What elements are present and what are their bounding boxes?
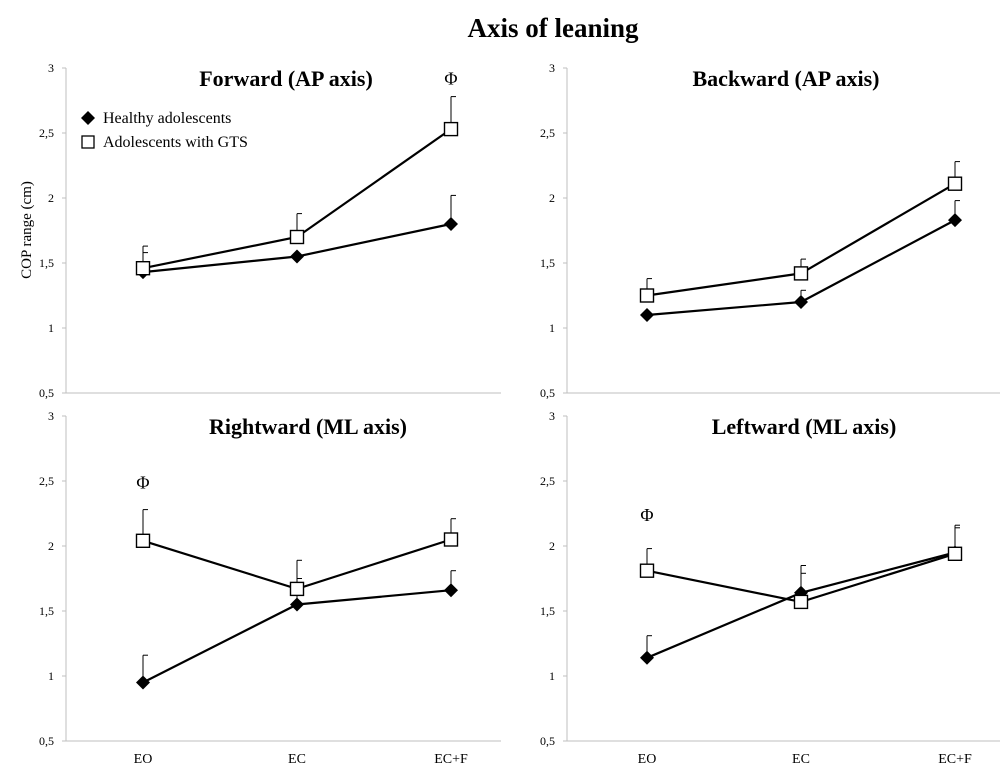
y-tick-label: 0,5 — [540, 734, 555, 748]
data-point-square — [135, 533, 151, 548]
y-tick-label: 3 — [549, 409, 555, 423]
y-tick-label: 3 — [48, 61, 54, 75]
panel-3: Rightward (ML axis) 0,5 1 1,5 2 2,5 3 EO EC EC+F Φ — [39, 409, 501, 767]
y-tick-label: 2 — [549, 191, 555, 205]
significance-marker: Φ — [640, 505, 653, 525]
y-tick-label: 2,5 — [39, 126, 54, 140]
panel-title: Leftward (ML axis) — [712, 414, 897, 439]
x-tick-label: EO — [134, 752, 153, 767]
data-point-square — [639, 288, 655, 303]
panel-1: Forward (AP axis) 0,5 1 1,5 2 2,5 3 Φ — [39, 61, 501, 400]
data-point-square — [947, 546, 963, 561]
y-tick-label: 0,5 — [39, 386, 54, 400]
panel-title: Forward (AP axis) — [199, 66, 373, 91]
figure-title: Axis of leaning — [467, 13, 639, 43]
panel-title: Rightward (ML axis) — [209, 414, 407, 439]
x-tick-label: EC — [792, 752, 810, 767]
panel-4: Leftward (ML axis) 0,5 1 1,5 2 2,5 3 EO EC EC+F Φ — [540, 409, 1000, 767]
y-tick-label: 3 — [549, 61, 555, 75]
legend-label-healthy: Healthy adolescents — [103, 110, 231, 127]
panel-title: Backward (AP axis) — [693, 66, 880, 91]
data-point-square — [639, 563, 655, 578]
data-point-square — [289, 581, 305, 597]
data-point-diamond — [640, 308, 654, 322]
y-tick-label: 3 — [48, 409, 54, 423]
legend-marker-gts — [81, 135, 95, 149]
x-tick-label: EO — [638, 752, 657, 767]
y-tick-label: 1,5 — [39, 256, 54, 270]
legend: Healthy adolescents Adolescents with GTS — [81, 110, 248, 151]
data-point-diamond — [444, 217, 458, 231]
y-tick-label: 2 — [48, 191, 54, 205]
data-point-square — [289, 229, 305, 245]
data-point-square — [135, 261, 151, 276]
panels: Forward (AP axis) 0,5 1 1,5 2 2,5 3 Φ Backward (… — [39, 61, 1000, 767]
series-gts — [639, 527, 963, 610]
series-healthy — [136, 570, 458, 690]
series-gts — [135, 96, 459, 276]
y-tick-label: 2 — [48, 539, 54, 553]
series-gts — [639, 161, 963, 303]
significance-marker: Φ — [136, 472, 149, 492]
data-point-diamond — [136, 675, 150, 690]
series-gts — [135, 509, 459, 597]
series-healthy — [640, 200, 962, 322]
y-axis-label: COP range (cm) — [19, 181, 35, 279]
data-point-square — [443, 532, 459, 547]
y-tick-label: 1 — [549, 669, 555, 683]
y-tick-label: 1 — [48, 321, 54, 335]
significance-marker: Φ — [444, 68, 457, 88]
y-tick-label: 1 — [549, 321, 555, 335]
y-tick-label: 2,5 — [39, 474, 54, 488]
y-tick-label: 0,5 — [540, 386, 555, 400]
x-tick-label: EC+F — [938, 752, 972, 767]
data-point-square — [793, 266, 809, 281]
x-tick-label: EC+F — [434, 752, 468, 767]
legend-marker-healthy — [81, 111, 95, 125]
data-point-diamond — [290, 249, 304, 264]
y-tick-label: 1,5 — [540, 256, 555, 270]
y-tick-label: 1,5 — [39, 604, 54, 618]
y-tick-label: 1 — [48, 669, 54, 683]
data-point-diamond — [794, 295, 808, 309]
data-point-square — [443, 121, 459, 137]
y-tick-label: 2 — [549, 539, 555, 553]
y-tick-label: 2,5 — [540, 126, 555, 140]
y-tick-label: 0,5 — [39, 734, 54, 748]
data-point-diamond — [444, 583, 458, 598]
data-point-diamond — [948, 213, 962, 228]
data-point-square — [793, 594, 809, 610]
data-point-diamond — [290, 597, 304, 612]
panel-2: Backward (AP axis) 0,5 1 1,5 2 2,5 3 — [540, 61, 1000, 400]
data-point-square — [947, 176, 963, 191]
x-tick-label: EC — [288, 752, 306, 767]
y-tick-label: 1,5 — [540, 604, 555, 618]
data-point-diamond — [640, 650, 654, 665]
legend-label-gts: Adolescents with GTS — [103, 134, 248, 151]
y-tick-label: 2,5 — [540, 474, 555, 488]
